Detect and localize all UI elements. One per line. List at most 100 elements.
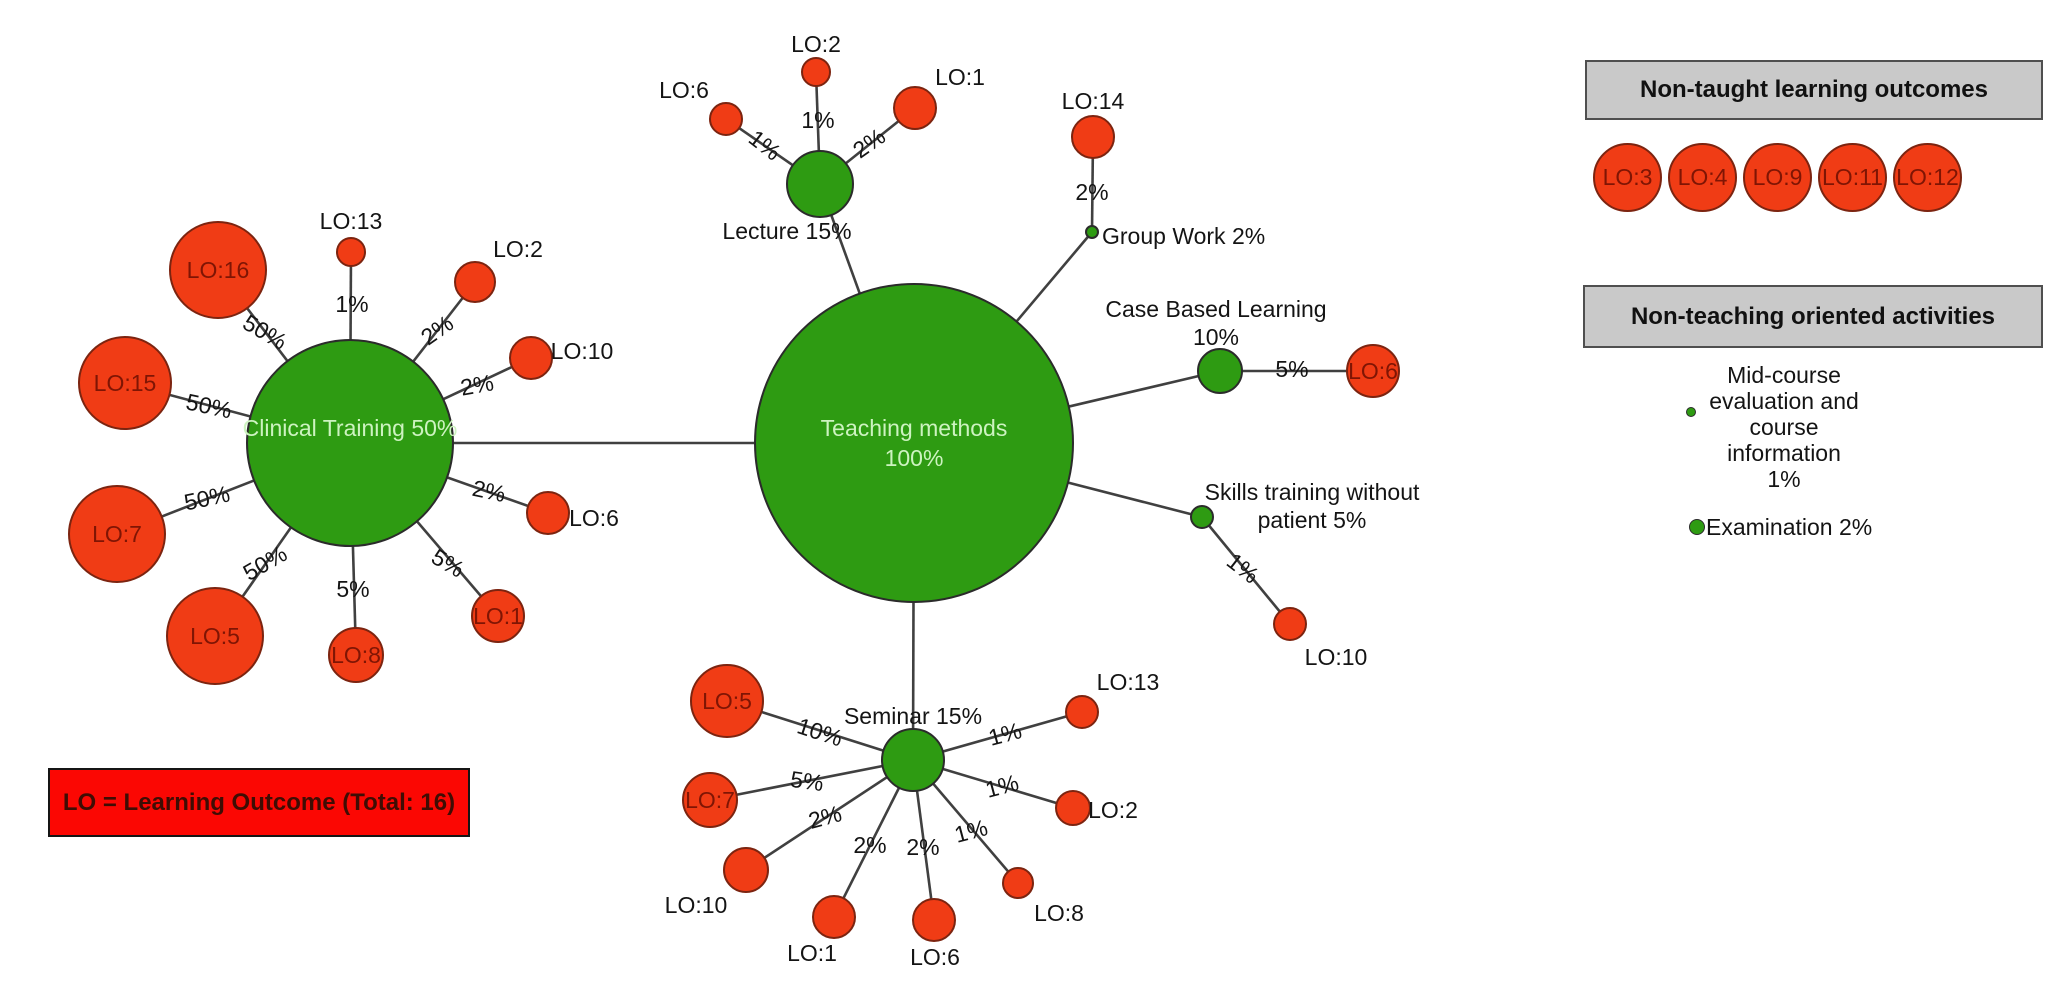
node-sk10-circle bbox=[1273, 607, 1307, 641]
non-teaching-legend-header: Non-teaching oriented activities bbox=[1583, 285, 2043, 348]
edge-percent-label-seminar-s5: 10% bbox=[794, 713, 846, 752]
node-c15-label: LO:15 bbox=[94, 370, 157, 396]
node-lecture-circle bbox=[786, 150, 854, 218]
node-c10-circle bbox=[509, 336, 553, 380]
node-s6-label: LO:6 bbox=[910, 944, 960, 970]
node-c5-label: LO:5 bbox=[190, 623, 240, 649]
lo-note-box: LO = Learning Outcome (Total: 16) bbox=[48, 768, 470, 837]
legend-lo-circle: LO:3 bbox=[1593, 143, 1662, 212]
node-c13-circle bbox=[336, 237, 366, 267]
edge-percent-label-clinical-c16: 50% bbox=[239, 309, 292, 355]
legend-lo-circle: LO:12 bbox=[1893, 143, 1962, 212]
midcourse-entry-line: course information bbox=[1727, 414, 1841, 466]
node-cbl-label: Case Based Learning 10% bbox=[1105, 296, 1326, 350]
edge-percent-label-groupwork-g14: 2% bbox=[1075, 179, 1108, 205]
node-c16-label: LO:16 bbox=[187, 257, 250, 283]
node-l1-label: LO:1 bbox=[935, 64, 985, 90]
edge-percent-label-clinical-c7: 50% bbox=[182, 480, 232, 515]
edge-percent-label-seminar-s2: 1% bbox=[983, 769, 1022, 803]
node-teaching-label: Teaching methods 100% bbox=[821, 415, 1008, 471]
node-sk10-label: LO:10 bbox=[1305, 644, 1368, 670]
edge-percent-label-cbl-cbl6: 5% bbox=[1275, 356, 1308, 382]
edge-percent-label-clinical-c2: 2% bbox=[416, 310, 458, 350]
edge-percent-label-seminar-s13: 1% bbox=[986, 717, 1025, 751]
edge-percent-label-clinical-c1: 5% bbox=[427, 543, 469, 582]
legend-lo-circle: LO:9 bbox=[1743, 143, 1812, 212]
edge-percent-label-clinical-c5: 50% bbox=[239, 540, 292, 586]
node-c15-circle bbox=[78, 336, 172, 430]
node-c1-circle bbox=[471, 589, 525, 643]
node-s10-circle bbox=[723, 847, 769, 893]
edge-percent-label-clinical-c13: 1% bbox=[335, 291, 368, 317]
node-cbl6-label: LO:6 bbox=[1348, 358, 1398, 384]
midcourse-entry-line: Mid-course bbox=[1727, 362, 1841, 388]
node-c1-label: LO:1 bbox=[473, 603, 523, 629]
edge-seminar-s10 bbox=[745, 758, 914, 872]
node-g14-label: LO:14 bbox=[1062, 88, 1125, 114]
non-teaching-legend-title: Non-teaching oriented activities bbox=[1630, 302, 1996, 330]
node-s8-label: LO:8 bbox=[1034, 900, 1084, 926]
examination-entry: Examination 2% bbox=[1706, 514, 1873, 540]
node-s13-circle bbox=[1065, 695, 1099, 729]
node-seminar-label: Seminar 15% bbox=[844, 703, 982, 729]
node-g14-circle bbox=[1071, 115, 1115, 159]
node-l2-label: LO:2 bbox=[791, 31, 841, 57]
edge-skills-sk10 bbox=[1200, 516, 1292, 625]
node-s2-circle bbox=[1055, 790, 1091, 826]
node-skills-label: Skills training without patient 5% bbox=[1205, 479, 1420, 533]
examination-dot-icon bbox=[1689, 519, 1705, 535]
node-c6-circle bbox=[526, 491, 570, 535]
node-s6-circle bbox=[912, 898, 956, 942]
edge-percent-label-seminar-s1: 2% bbox=[853, 832, 886, 858]
node-c8-circle bbox=[328, 627, 384, 683]
node-c6-label: LO:6 bbox=[569, 505, 619, 531]
node-l6-label: LO:6 bbox=[659, 77, 709, 103]
node-c7-label: LO:7 bbox=[92, 521, 142, 547]
node-teaching-circle bbox=[754, 283, 1074, 603]
node-lecture-label: Lecture 15% bbox=[722, 218, 851, 244]
node-skills-circle bbox=[1190, 505, 1214, 529]
legend-lo-circle: LO:11 bbox=[1818, 143, 1887, 212]
edge-percent-label-lecture-l2: 1% bbox=[801, 107, 834, 133]
node-s7-circle bbox=[682, 772, 738, 828]
node-l1-circle bbox=[893, 86, 937, 130]
node-clinical-label: Clinical Training 50% bbox=[243, 415, 458, 441]
node-c2-circle bbox=[454, 261, 496, 303]
node-c5-circle bbox=[166, 587, 264, 685]
node-s2-label: LO:2 bbox=[1088, 797, 1138, 823]
node-l6-circle bbox=[709, 102, 743, 136]
node-s13-label: LO:13 bbox=[1097, 669, 1160, 695]
node-clinical-circle bbox=[246, 339, 454, 547]
node-cbl-circle bbox=[1197, 348, 1243, 394]
node-s7-label: LO:7 bbox=[685, 787, 735, 813]
node-s10-label: LO:10 bbox=[665, 892, 728, 918]
node-s5-label: LO:5 bbox=[702, 688, 752, 714]
non-taught-legend-header: Non-taught learning outcomes bbox=[1585, 60, 2043, 120]
edge-seminar-s7 bbox=[709, 758, 914, 802]
midcourse-dot-icon bbox=[1686, 407, 1696, 417]
node-c8-label: LO:8 bbox=[331, 642, 381, 668]
midcourse-entry-line: evaluation and bbox=[1709, 388, 1859, 414]
edge-percent-label-clinical-c8: 5% bbox=[336, 576, 369, 602]
edge-percent-label-skills-sk10: 1% bbox=[1222, 548, 1264, 589]
edge-percent-label-seminar-s10: 2% bbox=[806, 800, 845, 834]
edge-percent-label-seminar-s7: 5% bbox=[789, 766, 826, 796]
node-s8-circle bbox=[1002, 867, 1034, 899]
node-cbl6-circle bbox=[1346, 344, 1400, 398]
edge-percent-label-clinical-c6: 2% bbox=[470, 475, 508, 507]
node-c2-label: LO:2 bbox=[493, 236, 543, 262]
edge-percent-label-clinical-c15: 50% bbox=[184, 388, 234, 423]
node-s5-circle bbox=[690, 664, 764, 738]
node-s1-circle bbox=[812, 895, 856, 939]
node-c16-circle bbox=[169, 221, 267, 319]
node-c7-circle bbox=[68, 485, 166, 583]
node-groupwork-circle bbox=[1085, 225, 1099, 239]
midcourse-entry-line: 1% bbox=[1767, 466, 1801, 492]
edge-percent-label-lecture-l6: 1% bbox=[744, 125, 786, 166]
non-taught-legend-title: Non-taught learning outcomes bbox=[1640, 76, 1988, 103]
non-taught-lo-circles: LO:3 LO:4 LO:9 LO:11 LO:12 bbox=[1593, 143, 1962, 212]
edge-percent-label-seminar-s6: 2% bbox=[906, 834, 939, 860]
legend-lo-circle: LO:4 bbox=[1668, 143, 1737, 212]
